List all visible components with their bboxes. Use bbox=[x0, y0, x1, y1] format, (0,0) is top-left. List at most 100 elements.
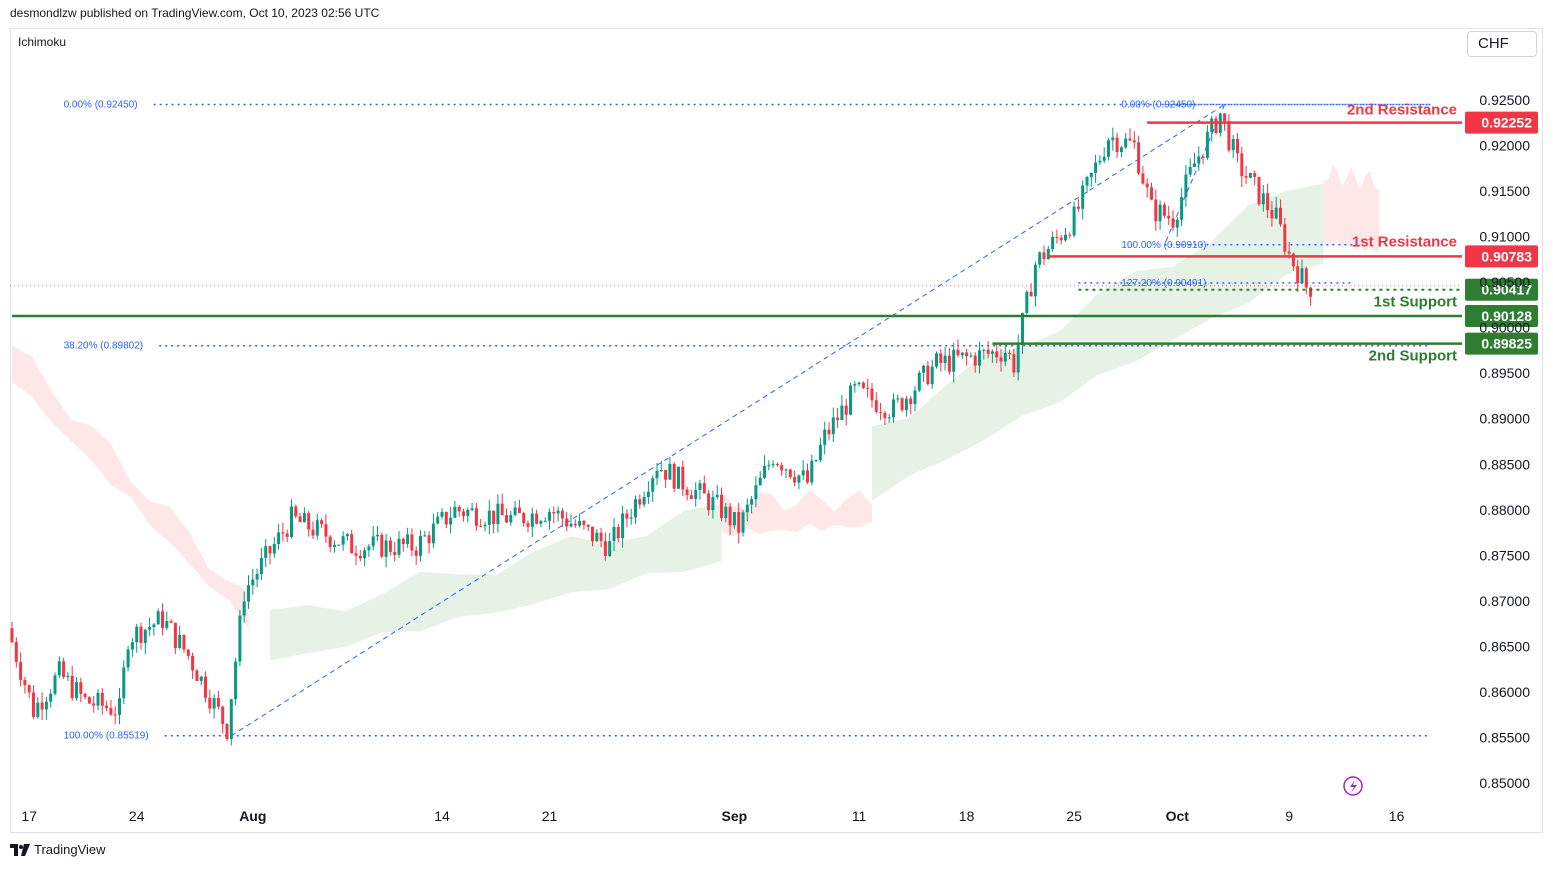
level-name-label: 1st Support bbox=[1374, 294, 1457, 311]
candle-body bbox=[745, 504, 749, 513]
candle bbox=[1175, 216, 1179, 238]
candle-body bbox=[1064, 234, 1067, 241]
candle bbox=[509, 510, 513, 526]
fib-label: 127.20% (0.90491) bbox=[1121, 278, 1206, 289]
candle-body bbox=[651, 478, 655, 492]
candle-body bbox=[126, 649, 130, 668]
candle-body bbox=[204, 676, 207, 698]
candle bbox=[1296, 259, 1300, 293]
candle bbox=[393, 541, 397, 562]
candle bbox=[285, 529, 289, 543]
candle-body bbox=[238, 615, 242, 662]
candle-body bbox=[315, 520, 319, 536]
candle-body bbox=[1021, 313, 1024, 345]
candle-body bbox=[754, 485, 758, 500]
candle bbox=[1266, 183, 1270, 219]
candle-body bbox=[672, 463, 676, 489]
y-axis[interactable]: 0.92500 0.92000 0.91500 0.91000 0.90500 0.900… bbox=[1479, 92, 1530, 791]
candle bbox=[419, 530, 422, 562]
candle bbox=[904, 395, 908, 417]
candle bbox=[608, 532, 612, 557]
candle bbox=[414, 546, 418, 565]
candle bbox=[277, 523, 281, 550]
candle bbox=[1089, 172, 1093, 187]
candle-body bbox=[522, 513, 526, 524]
candle-body bbox=[1154, 199, 1158, 222]
candle bbox=[479, 519, 483, 528]
candle-body bbox=[1016, 344, 1020, 373]
candle-body bbox=[251, 579, 255, 586]
candle bbox=[87, 696, 91, 704]
candle bbox=[1145, 178, 1149, 198]
candle-body bbox=[978, 350, 981, 366]
tradingview-footer[interactable]: TradingView bbox=[10, 842, 106, 857]
candle-body bbox=[698, 483, 702, 490]
candle bbox=[1248, 172, 1252, 179]
y-tick-label: 0.91000 bbox=[1479, 229, 1530, 245]
candle bbox=[457, 505, 461, 517]
candle-body bbox=[724, 506, 728, 519]
candle-body bbox=[474, 508, 478, 526]
candle bbox=[823, 421, 827, 455]
candle bbox=[1193, 152, 1196, 168]
candle-body bbox=[1287, 251, 1291, 254]
candle-body bbox=[646, 491, 650, 498]
candle-body bbox=[182, 634, 186, 650]
candle bbox=[96, 689, 100, 711]
candle bbox=[1064, 227, 1067, 242]
candles bbox=[10, 113, 1313, 746]
candle-body bbox=[560, 510, 564, 519]
candle-body bbox=[122, 667, 126, 699]
candle bbox=[27, 684, 31, 698]
candle bbox=[367, 543, 371, 558]
x-tick-label: 18 bbox=[959, 808, 975, 824]
candle-body bbox=[788, 469, 792, 478]
candle-body bbox=[53, 675, 57, 694]
candle bbox=[225, 723, 229, 742]
candle bbox=[1180, 188, 1184, 226]
candle-body bbox=[466, 509, 470, 516]
candle bbox=[870, 382, 874, 408]
currency-selector[interactable]: CHF bbox=[1467, 31, 1537, 57]
candle-body bbox=[1244, 176, 1248, 178]
candle-body bbox=[92, 703, 96, 706]
candle-body bbox=[1132, 140, 1136, 143]
candle bbox=[685, 486, 689, 501]
candle bbox=[728, 503, 732, 536]
candle bbox=[105, 700, 109, 711]
candle bbox=[853, 381, 857, 393]
candle bbox=[702, 475, 706, 494]
candle-body bbox=[935, 353, 938, 367]
candle-body bbox=[1184, 174, 1188, 198]
candle bbox=[49, 689, 53, 708]
candle bbox=[53, 672, 57, 696]
lightning-icon[interactable] bbox=[1343, 776, 1363, 796]
price-tag-value: 0.89825 bbox=[1481, 336, 1532, 352]
fib-label: 0.00% (0.92450) bbox=[1121, 100, 1195, 111]
candle bbox=[66, 672, 70, 681]
candle-body bbox=[419, 535, 422, 556]
candle-body bbox=[367, 546, 371, 551]
candle bbox=[79, 677, 83, 703]
candle bbox=[242, 591, 246, 623]
candle bbox=[1300, 259, 1304, 284]
indicator-legend[interactable]: Ichimoku bbox=[18, 35, 67, 49]
candle bbox=[814, 459, 818, 463]
candle bbox=[625, 509, 629, 528]
candle bbox=[251, 569, 255, 595]
candle-body bbox=[1223, 113, 1227, 122]
candle bbox=[1158, 200, 1162, 230]
candle bbox=[44, 696, 48, 720]
candle-body bbox=[973, 355, 977, 366]
cloud-segment-bearish bbox=[12, 345, 249, 629]
candle bbox=[1184, 165, 1188, 207]
candle bbox=[754, 476, 758, 508]
x-axis[interactable]: 17 24 Aug 14 21 Sep 11 18 25 Oct 9 16 bbox=[21, 808, 1404, 824]
candle bbox=[109, 699, 113, 717]
lightning-icon-ring bbox=[1343, 776, 1363, 796]
candle bbox=[1042, 245, 1046, 266]
candle-body bbox=[990, 351, 994, 354]
candle bbox=[350, 529, 354, 554]
candle bbox=[629, 508, 633, 525]
